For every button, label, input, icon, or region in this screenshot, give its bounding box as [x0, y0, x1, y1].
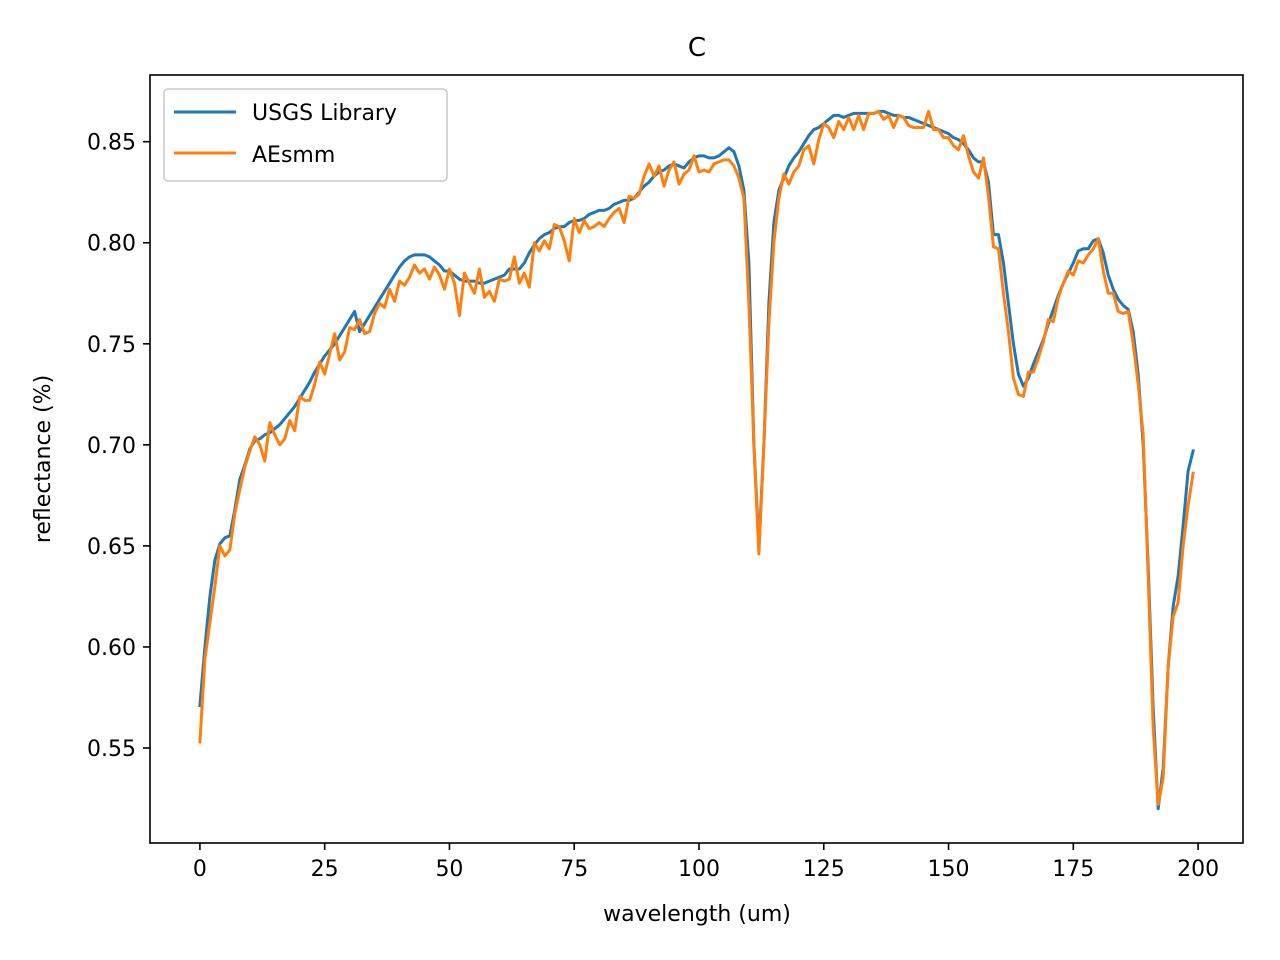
x-axis: 0 25 50 75 100 125 150 175 200 [193, 843, 1219, 882]
x-tick-label: 50 [435, 857, 463, 882]
x-tick-label: 75 [560, 857, 588, 882]
y-tick-label: 0.55 [87, 737, 136, 762]
y-tick-label: 0.70 [87, 434, 136, 459]
x-tick-label: 125 [803, 857, 845, 882]
series-line-aesmm [198, 109, 1195, 807]
chart-title: C [688, 33, 706, 63]
y-axis-title: reflectance (%) [31, 375, 56, 543]
x-tick-label: 175 [1052, 857, 1094, 882]
y-tick-label: 0.85 [87, 131, 136, 156]
x-tick-label: 0 [193, 857, 207, 882]
legend-label-aesmm: AEsmm [252, 143, 335, 168]
y-tick-label: 0.75 [87, 333, 136, 358]
x-tick-label: 200 [1177, 857, 1219, 882]
y-tick-label: 0.65 [87, 535, 136, 560]
series-layer [198, 109, 1195, 811]
x-tick-label: 25 [311, 857, 339, 882]
y-tick-label: 0.80 [87, 232, 136, 257]
legend-label-usgs-library: USGS Library [252, 101, 397, 126]
x-tick-label: 100 [678, 857, 720, 882]
x-axis-title: wavelength (um) [603, 902, 791, 927]
y-axis: 0.55 0.60 0.65 0.70 0.75 0.80 0.85 [87, 131, 150, 762]
y-tick-label: 0.60 [87, 636, 136, 661]
x-tick-label: 150 [928, 857, 970, 882]
legend: USGS Library AEsmm [163, 88, 448, 182]
plot-area-frame [149, 74, 1244, 844]
